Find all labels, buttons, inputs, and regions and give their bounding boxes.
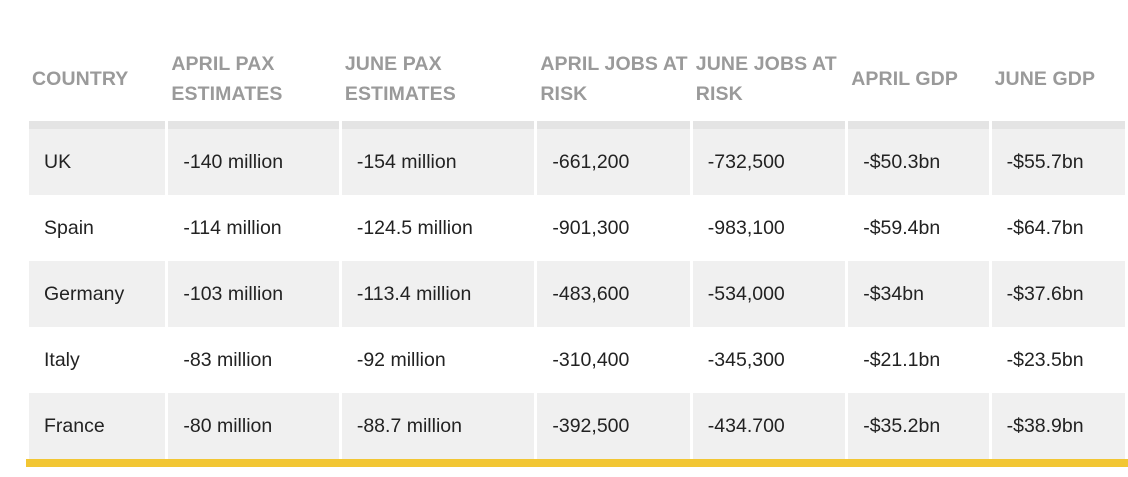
- cell-april-pax: -80 million: [168, 393, 339, 459]
- cell-april-jobs: -392,500: [537, 393, 690, 459]
- column-header-april-gdp: APRIL GDP: [848, 36, 989, 129]
- cell-april-jobs: -661,200: [537, 129, 690, 195]
- cell-june-jobs: -434.700: [692, 393, 846, 459]
- cell-june-gdp: -$64.7bn: [991, 195, 1125, 261]
- column-header-june-gdp: JUNE GDP: [991, 36, 1125, 129]
- cell-april-pax: -140 million: [168, 129, 339, 195]
- data-table-container: COUNTRY APRIL PAX ESTIMATES JUNE PAX EST…: [26, 36, 1128, 459]
- cell-june-gdp: -$23.5bn: [991, 327, 1125, 393]
- column-header-june-pax: JUNE PAX ESTIMATES: [341, 36, 535, 129]
- cell-april-pax: -103 million: [168, 261, 339, 327]
- cell-june-pax: -124.5 million: [341, 195, 535, 261]
- cell-april-gdp: -$34bn: [848, 261, 989, 327]
- cell-april-pax: -83 million: [168, 327, 339, 393]
- cell-country: Italy: [29, 327, 166, 393]
- column-header-country: COUNTRY: [29, 36, 166, 129]
- accent-bar: [26, 459, 1128, 467]
- table-row: France -80 million -88.7 million -392,50…: [29, 393, 1125, 459]
- cell-june-jobs: -732,500: [692, 129, 846, 195]
- cell-june-gdp: -$55.7bn: [991, 129, 1125, 195]
- cell-country: UK: [29, 129, 166, 195]
- table-row: Germany -103 million -113.4 million -483…: [29, 261, 1125, 327]
- header-row: COUNTRY APRIL PAX ESTIMATES JUNE PAX EST…: [29, 36, 1125, 129]
- table-header: COUNTRY APRIL PAX ESTIMATES JUNE PAX EST…: [29, 36, 1125, 129]
- cell-june-jobs: -345,300: [692, 327, 846, 393]
- cell-june-pax: -88.7 million: [341, 393, 535, 459]
- cell-april-gdp: -$35.2bn: [848, 393, 989, 459]
- cell-june-jobs: -534,000: [692, 261, 846, 327]
- cell-april-gdp: -$59.4bn: [848, 195, 989, 261]
- table-row: Italy -83 million -92 million -310,400 -…: [29, 327, 1125, 393]
- column-header-april-pax: APRIL PAX ESTIMATES: [168, 36, 339, 129]
- cell-april-gdp: -$21.1bn: [848, 327, 989, 393]
- table-body: UK -140 million -154 million -661,200 -7…: [29, 129, 1125, 459]
- cell-june-pax: -113.4 million: [341, 261, 535, 327]
- cell-april-gdp: -$50.3bn: [848, 129, 989, 195]
- cell-country: Germany: [29, 261, 166, 327]
- cell-june-jobs: -983,100: [692, 195, 846, 261]
- cell-april-pax: -114 million: [168, 195, 339, 261]
- cell-april-jobs: -310,400: [537, 327, 690, 393]
- cell-country: Spain: [29, 195, 166, 261]
- cell-april-jobs: -901,300: [537, 195, 690, 261]
- column-header-june-jobs: JUNE JOBS AT RISK: [692, 36, 846, 129]
- cell-june-pax: -154 million: [341, 129, 535, 195]
- column-header-april-jobs: APRIL JOBS AT RISK: [537, 36, 690, 129]
- data-table: COUNTRY APRIL PAX ESTIMATES JUNE PAX EST…: [26, 36, 1128, 459]
- cell-april-jobs: -483,600: [537, 261, 690, 327]
- cell-june-gdp: -$37.6bn: [991, 261, 1125, 327]
- cell-june-gdp: -$38.9bn: [991, 393, 1125, 459]
- table-row: Spain -114 million -124.5 million -901,3…: [29, 195, 1125, 261]
- table-row: UK -140 million -154 million -661,200 -7…: [29, 129, 1125, 195]
- cell-june-pax: -92 million: [341, 327, 535, 393]
- cell-country: France: [29, 393, 166, 459]
